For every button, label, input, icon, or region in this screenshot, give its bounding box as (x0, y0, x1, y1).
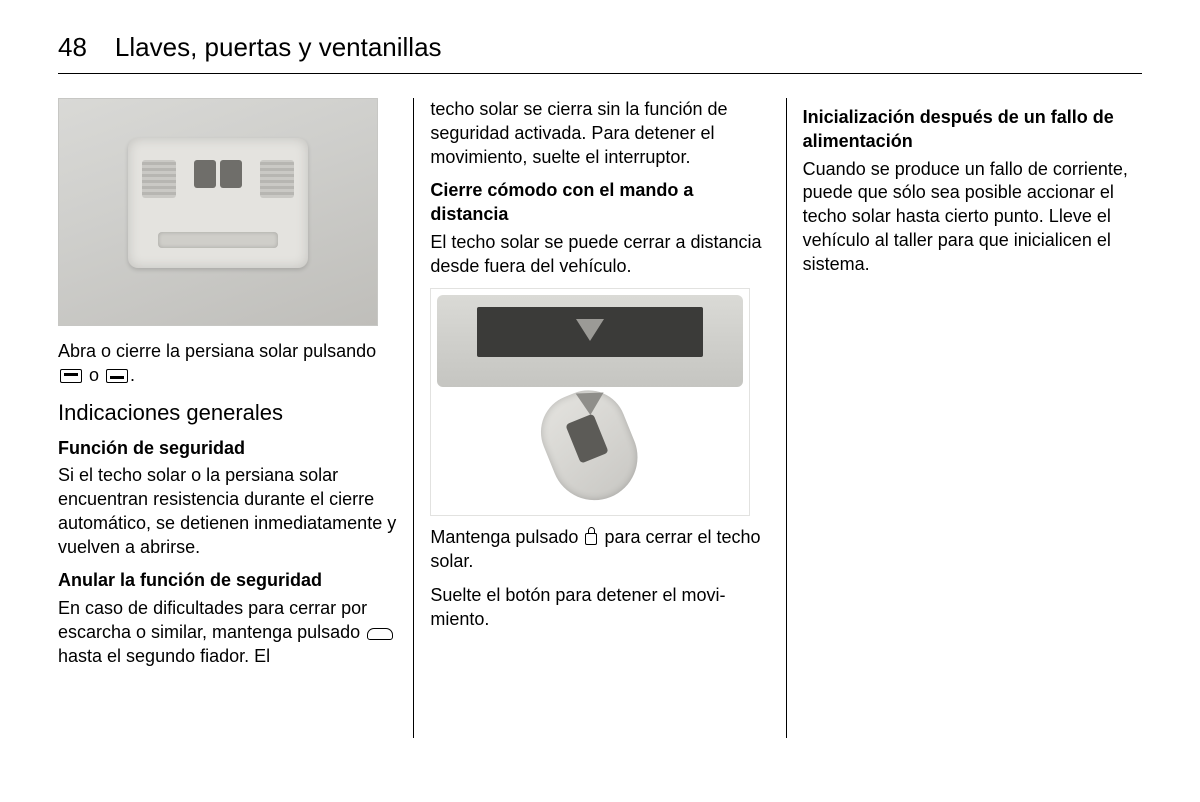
heading-general: Indicaciones generales (58, 398, 397, 427)
hold-text-pre: Mantenga pulsado (430, 527, 583, 547)
arrow-down-roof-icon (576, 319, 604, 341)
paragraph-init-after-fault: Cuando se produce un fallo de co­rriente… (803, 158, 1142, 277)
paragraph-release: Suelte el botón para detener el movi­mie… (430, 584, 769, 632)
page-number: 48 (58, 32, 87, 63)
column-1: Abra o cierre la persiana solar pul­sand… (58, 98, 413, 738)
caption-text-mid: o (84, 365, 104, 385)
header-rule (58, 73, 1142, 74)
column-3: Inicialización después de un fallo de al… (786, 98, 1142, 738)
paragraph-override-safety: En caso de dificultades para cerrar por … (58, 597, 397, 668)
override-text-pre: En caso de dificultades para cerrar por … (58, 598, 367, 642)
figure-caption: Abra o cierre la persiana solar pul­sand… (58, 340, 397, 388)
heading-init-after-fault: Inicialización después de un fallo de al… (803, 106, 1142, 154)
caption-text-pre: Abra o cierre la persiana solar pul­sand… (58, 341, 376, 361)
heading-safety-function: Función de seguridad (58, 437, 397, 461)
paragraph-continue: techo solar se cierra sin la función de … (430, 98, 769, 169)
caption-text-post: . (130, 365, 135, 385)
car-switch-icon (367, 628, 393, 640)
paragraph-safety-function: Si el techo solar o la persiana solar en… (58, 464, 397, 559)
figure-remote-close (430, 288, 750, 516)
paragraph-hold-lock: Mantenga pulsado para cerrar el te­cho s… (430, 526, 769, 574)
lock-icon (585, 533, 597, 545)
heading-remote-close: Cierre cómodo con el mando a distancia (430, 179, 769, 227)
heading-override-safety: Anular la función de seguridad (58, 569, 397, 593)
arrow-down-remote-icon (576, 393, 605, 416)
figure-overhead-console (58, 98, 378, 326)
sunblind-close-icon (60, 369, 82, 383)
paragraph-remote-close: El techo solar se puede cerrar a dis­tan… (430, 231, 769, 279)
page-header: 48 Llaves, puertas y ventanillas (58, 32, 1142, 63)
override-text-post: hasta el segundo fiador. El (58, 646, 270, 666)
sunblind-open-icon (106, 369, 128, 383)
chapter-title: Llaves, puertas y ventanillas (115, 32, 442, 63)
column-2: techo solar se cierra sin la función de … (413, 98, 785, 738)
content-columns: Abra o cierre la persiana solar pul­sand… (58, 98, 1142, 738)
